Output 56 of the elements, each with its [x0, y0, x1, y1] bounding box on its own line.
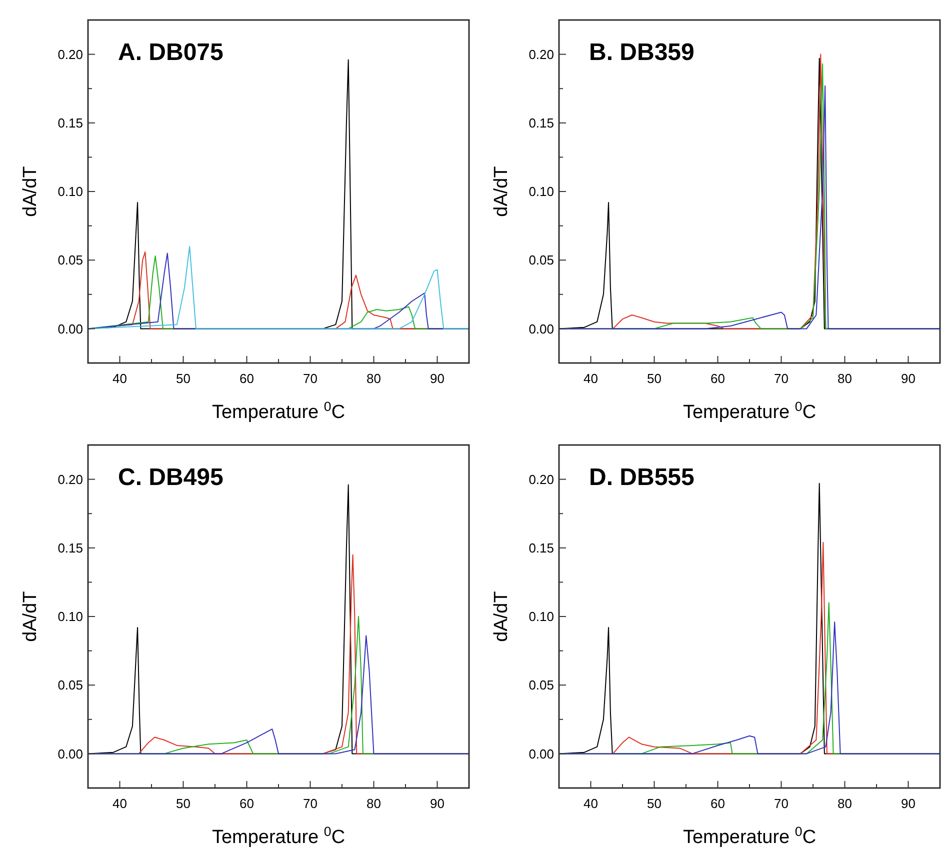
x-axis-title: Temperature $^{0}$C [212, 398, 346, 423]
x-tick-label: 40 [112, 796, 127, 811]
x-tick-label: 40 [584, 796, 598, 811]
x-tick-label: 90 [901, 796, 916, 811]
text: B. DB359 [589, 39, 694, 66]
x-tick-label: 60 [710, 796, 725, 811]
x-axis-title: Temperature $^{0}$C [682, 398, 816, 423]
y-axis-title: dA/dT [20, 166, 41, 217]
x-tick-label: 60 [240, 796, 254, 811]
x-tick-label: 50 [647, 371, 662, 386]
x-tick-label: 80 [838, 796, 852, 811]
y-tick-label: 0.15 [528, 540, 554, 556]
x-tick-label: 70 [303, 371, 318, 386]
y-axis-title: dA/dT [491, 166, 512, 217]
x-tick-label: 90 [430, 371, 444, 386]
x-tick-label: 80 [366, 796, 381, 811]
text: A. DB075 [118, 39, 224, 66]
y-tick-label: 0.15 [528, 115, 554, 130]
y-tick-label: 0.15 [58, 540, 83, 556]
y-tick-label: 0.00 [58, 321, 83, 336]
y-tick-label: 0.20 [528, 46, 554, 62]
y-tick-label: 0.00 [528, 746, 554, 762]
x-axis-title: Temperature $^{0}$C [682, 824, 816, 848]
y-tick-label: 0.05 [528, 678, 554, 693]
y-axis-title: dA/dT [20, 590, 41, 642]
y-tick-label: 0.15 [58, 115, 83, 130]
y-tick-label: 0.05 [528, 252, 554, 268]
y-tick-label: 0.10 [528, 184, 554, 200]
x-tick-label: 60 [240, 371, 254, 386]
x-tick-label: 50 [176, 796, 190, 811]
text: D. DB555 [589, 464, 694, 491]
y-tick-label: 0.05 [58, 252, 83, 268]
x-tick-label: 70 [774, 371, 788, 386]
y-tick-label: 0.20 [58, 46, 83, 62]
text: C. DB495 [118, 464, 224, 491]
x-tick-label: 40 [112, 371, 127, 386]
x-tick-label: 50 [647, 796, 662, 811]
y-tick-label: 0.10 [528, 609, 554, 624]
y-tick-label: 0.20 [58, 472, 83, 487]
x-tick-label: 60 [710, 371, 725, 386]
x-axis-title: Temperature $^{0}$C [212, 824, 346, 848]
x-tick-label: 70 [303, 796, 318, 811]
x-tick-label: 90 [430, 796, 444, 811]
x-tick-label: 50 [176, 371, 190, 386]
x-tick-label: 90 [901, 371, 916, 386]
x-tick-label: 70 [774, 796, 788, 811]
x-tick-label: 80 [366, 371, 381, 386]
y-tick-label: 0.00 [528, 321, 554, 336]
x-tick-label: 40 [584, 371, 598, 386]
y-tick-label: 0.10 [58, 609, 83, 624]
y-axis-title: dA/dT [491, 590, 512, 642]
x-tick-label: 80 [838, 371, 852, 386]
y-tick-label: 0.20 [528, 472, 554, 487]
y-tick-label: 0.10 [58, 184, 83, 200]
y-tick-label: 0.00 [58, 746, 83, 762]
y-tick-label: 0.05 [58, 678, 83, 693]
